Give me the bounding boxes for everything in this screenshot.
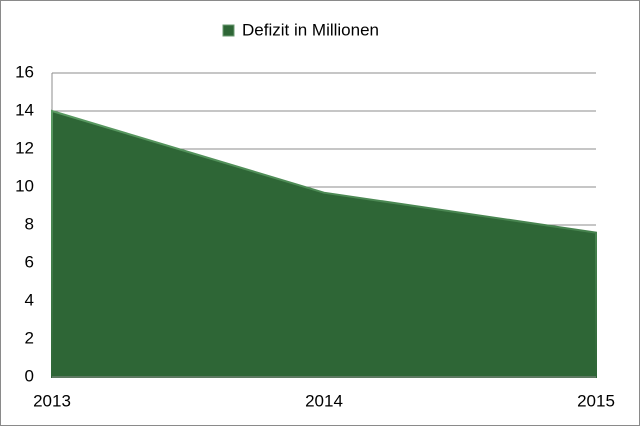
x-tick-label: 2013 [33, 391, 71, 410]
y-tick-label: 10 [15, 176, 34, 195]
area [51, 109, 597, 378]
y-tick-label: 0 [25, 366, 34, 385]
y-tick-label: 6 [25, 252, 34, 271]
legend-swatch [222, 24, 235, 37]
y-tick-label: 4 [25, 290, 34, 309]
legend-label: Defizit in Millionen [242, 20, 379, 39]
y-tick-label: 16 [15, 62, 34, 81]
y-tick-label: 14 [15, 100, 34, 119]
y-tick-label: 8 [25, 214, 34, 233]
x-tick-label: 2014 [305, 391, 343, 410]
x-tick-label: 2015 [577, 391, 615, 410]
y-tick-label: 12 [15, 138, 34, 157]
y-tick-label: 2 [25, 328, 34, 347]
